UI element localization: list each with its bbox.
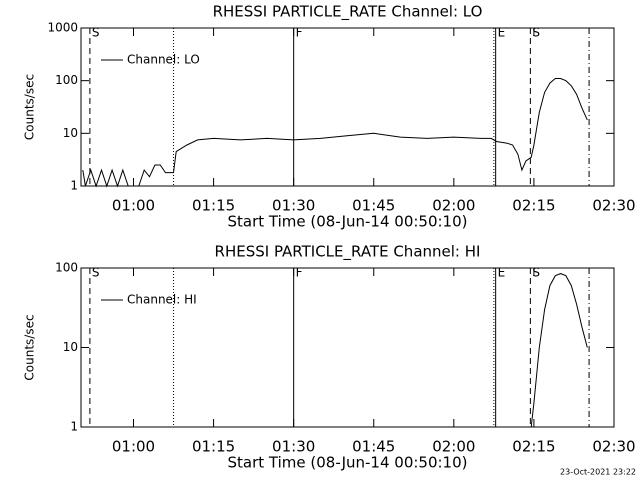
x-tick-label: 02:00 (432, 438, 475, 456)
event-label: E (498, 26, 506, 40)
y-tick-label: 100 (55, 261, 78, 275)
x-axis-title: Start Time (08-Jun-14 00:50:10) (228, 454, 468, 472)
event-label: F (296, 26, 303, 40)
x-tick-label: 01:45 (352, 197, 395, 215)
x-tick-label: 01:30 (272, 438, 315, 456)
x-tick-label: 01:45 (352, 438, 395, 456)
data-line (530, 273, 588, 428)
y-tick-label: 1 (70, 179, 78, 193)
event-label: S (532, 266, 540, 280)
y-tick-label: 10 (63, 126, 78, 140)
x-tick-label: 02:30 (592, 197, 635, 215)
data-line (82, 78, 588, 188)
x-tick-label: 01:15 (192, 197, 235, 215)
chart-title: RHESSI PARTICLE_RATE Channel: HI (215, 243, 481, 262)
y-tick-label: 100 (55, 73, 78, 87)
y-axis-title: Counts/sec (23, 74, 37, 140)
x-tick-label: 02:15 (512, 438, 555, 456)
event-label: S (92, 266, 100, 280)
x-tick-label: 01:00 (112, 438, 155, 456)
event-label: F (296, 266, 303, 280)
event-label: E (498, 266, 506, 280)
legend-label: Channel: HI (127, 293, 197, 307)
x-tick-label: 01:15 (192, 438, 235, 456)
y-tick-label: 1000 (47, 21, 78, 35)
x-tick-label: 02:15 (512, 197, 555, 215)
x-axis-title: Start Time (08-Jun-14 00:50:10) (228, 213, 468, 231)
x-tick-label: 02:30 (592, 438, 635, 456)
x-tick-label: 01:30 (272, 197, 315, 215)
legend-label: Channel: LO (127, 53, 200, 67)
plot-frame (80, 27, 615, 187)
chart-title: RHESSI PARTICLE_RATE Channel: LO (213, 3, 483, 22)
plot-frame (80, 267, 615, 428)
x-tick-label: 02:00 (432, 197, 475, 215)
event-label: S (92, 26, 100, 40)
footer-date: 23-Oct-2021 23:22 (560, 468, 636, 477)
x-tick-label: 01:00 (112, 197, 155, 215)
y-axis-title: Counts/sec (23, 314, 37, 380)
event-label: S (532, 26, 540, 40)
y-tick-label: 10 (63, 340, 78, 354)
y-tick-label: 1 (70, 420, 78, 434)
